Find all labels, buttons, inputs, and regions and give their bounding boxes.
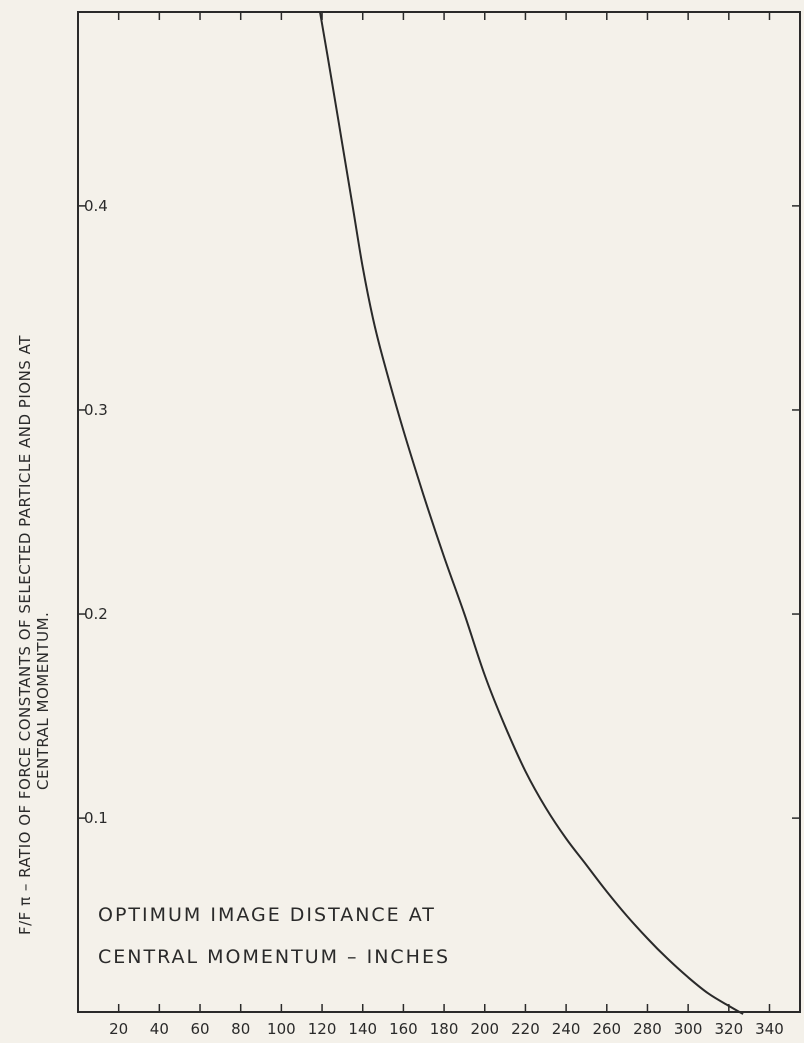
x-tick-label: 100 <box>267 1020 296 1038</box>
x-tick-label: 80 <box>231 1020 250 1038</box>
annotation-line2: CENTRAL MOMENTUM – INCHES <box>98 946 450 968</box>
x-tick-label: 340 <box>755 1020 784 1038</box>
x-axis: 20 40 60 80 100 120 140 160 180 200 220 240 260 280 30… <box>109 12 784 1038</box>
x-tick-label: 260 <box>592 1020 621 1038</box>
y-tick-label: 0.2 <box>84 605 108 623</box>
y-axis-label-line2: CENTRAL MOMENTUM. <box>34 612 52 790</box>
x-tick-label: 320 <box>714 1020 743 1038</box>
x-tick-label: 140 <box>348 1020 377 1038</box>
x-tick-label: 200 <box>470 1020 499 1038</box>
y-tick-label: 0.3 <box>84 401 108 419</box>
y-tick-label: 0.4 <box>84 197 108 215</box>
series-line <box>319 11 744 1015</box>
x-tick-label: 120 <box>308 1020 337 1038</box>
x-tick-label: 300 <box>674 1020 703 1038</box>
x-tick-label: 180 <box>430 1020 459 1038</box>
y-tick-label: 0.1 <box>84 809 108 827</box>
x-tick-label: 240 <box>552 1020 581 1038</box>
annotation-line1: OPTIMUM IMAGE DISTANCE AT <box>98 904 436 926</box>
y-axis-label: F/F π – RATIO OF FORCE CONSTANTS OF SELE… <box>16 335 34 935</box>
x-tick-label: 40 <box>150 1020 169 1038</box>
plot-area <box>77 11 801 1013</box>
x-tick-label: 60 <box>190 1020 209 1038</box>
x-tick-label: 20 <box>109 1020 128 1038</box>
y-axis: 0.1 0.2 0.3 0.4 <box>78 197 800 827</box>
x-tick-label: 220 <box>511 1020 540 1038</box>
x-tick-label: 280 <box>633 1020 662 1038</box>
x-tick-label: 160 <box>389 1020 418 1038</box>
